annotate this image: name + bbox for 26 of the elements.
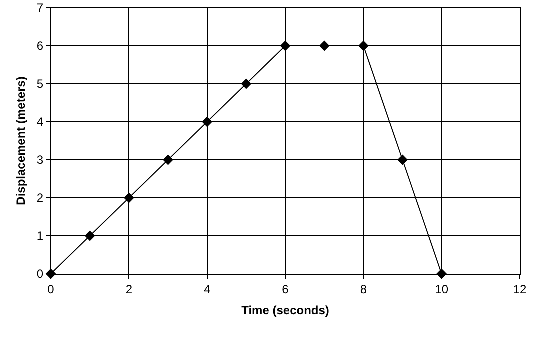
point	[84, 230, 96, 242]
y-tick-label: 5	[36, 77, 44, 92]
point	[163, 154, 174, 166]
y-tick-label: 1	[36, 229, 44, 244]
y-tick-label: 3	[36, 153, 44, 168]
point	[241, 78, 252, 90]
y-tick-label: 4	[36, 115, 44, 130]
point	[358, 40, 369, 52]
y-tick-label: 2	[36, 191, 44, 206]
point	[202, 116, 213, 128]
x-tick-label: 12	[513, 282, 527, 296]
x-tick-label: 10	[435, 282, 449, 296]
x-tick-label: 8	[360, 282, 368, 296]
x-tick-label: 0	[48, 282, 55, 296]
y-tick-label: 0	[36, 267, 44, 282]
point	[280, 40, 291, 52]
point	[124, 192, 134, 204]
point	[319, 40, 330, 52]
y-axis-title: Displacement (meters)	[14, 76, 28, 206]
y-tick-label: 7	[36, 1, 44, 16]
x-tick-label: 2	[126, 282, 133, 296]
x-axis-title: Time (seconds)	[242, 303, 330, 318]
x-tick-label: 4	[204, 282, 211, 296]
point	[398, 154, 408, 166]
x-tick-label: 6	[282, 282, 290, 296]
y-tick-label: 6	[36, 39, 44, 54]
